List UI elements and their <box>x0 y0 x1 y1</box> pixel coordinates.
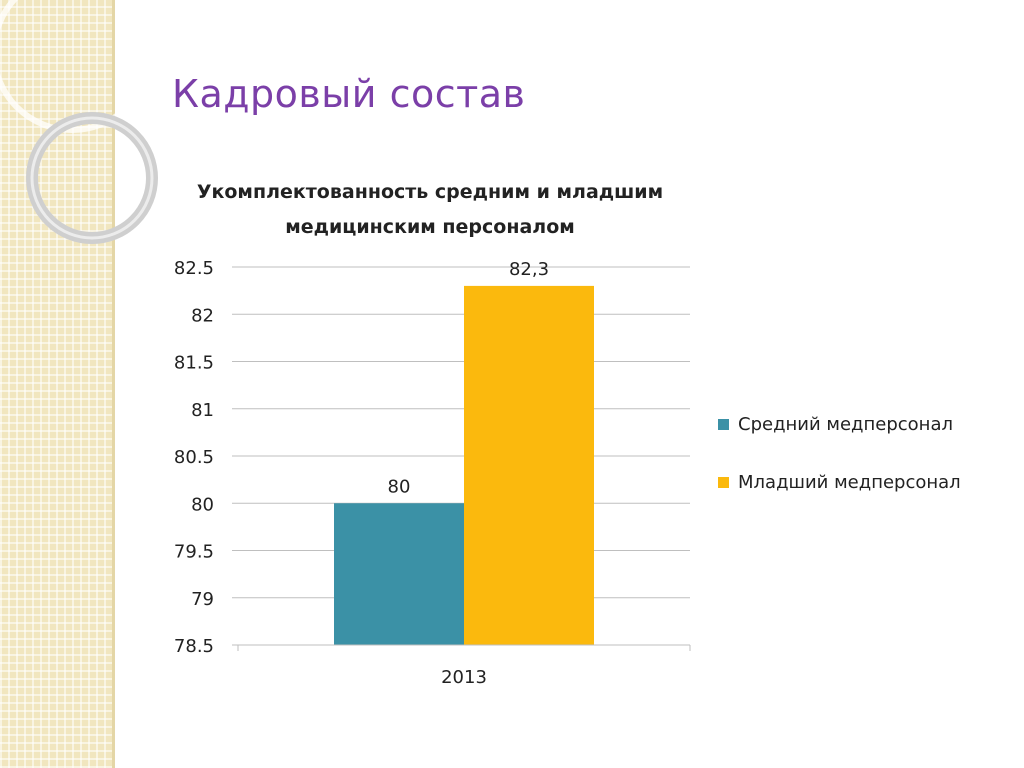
data-label-series-1: 82,3 <box>509 259 549 280</box>
bar-series-0 <box>334 503 464 645</box>
bar-series-1 <box>464 285 594 645</box>
y-tick-label: 79 <box>191 589 214 610</box>
decorative-ring-large <box>0 0 153 133</box>
legend-item-series-1: Младший медперсонал <box>718 468 1008 498</box>
chart-legend: Средний медперсонал Младший медперсонал <box>718 410 1008 498</box>
chart-title: Укомплектованность средним и младшим меди… <box>197 181 663 238</box>
y-tick-label: 79.5 <box>174 542 214 563</box>
y-tick-label: 78.5 <box>174 636 214 657</box>
y-tick-label: 80 <box>191 494 214 515</box>
legend-label: Младший медперсонал <box>738 472 961 493</box>
chart-bars <box>334 285 594 645</box>
y-axis-ticks: 78.5 79 79.5 80 80.5 81 81.5 82 82.5 <box>174 258 214 657</box>
decorative-rings <box>0 0 158 244</box>
chart-title-line: медицинским персоналом <box>285 216 575 238</box>
legend-label: Средний медперсонал <box>738 414 953 435</box>
y-tick-label: 82 <box>191 305 214 326</box>
legend-item-series-0: Средний медперсонал <box>718 410 1008 440</box>
legend-swatch <box>718 419 729 430</box>
decorative-ring-small-inner <box>30 116 154 240</box>
page-title: Кадровый состав <box>172 72 526 116</box>
chart-title-line: Укомплектованность средним и младшим <box>197 181 663 203</box>
bar-chart: Укомплектованность средним и младшим меди… <box>174 181 691 688</box>
y-tick-label: 81 <box>191 400 214 421</box>
x-axis-ticks: 2013 <box>237 645 691 688</box>
data-label-series-0: 80 <box>388 476 411 497</box>
x-tick-label: 2013 <box>441 667 487 688</box>
legend-swatch <box>718 477 729 488</box>
data-labels: 80 82,3 <box>388 259 549 497</box>
y-tick-label: 81.5 <box>174 353 214 374</box>
y-tick-label: 82.5 <box>174 258 214 279</box>
y-tick-label: 80.5 <box>174 447 214 468</box>
